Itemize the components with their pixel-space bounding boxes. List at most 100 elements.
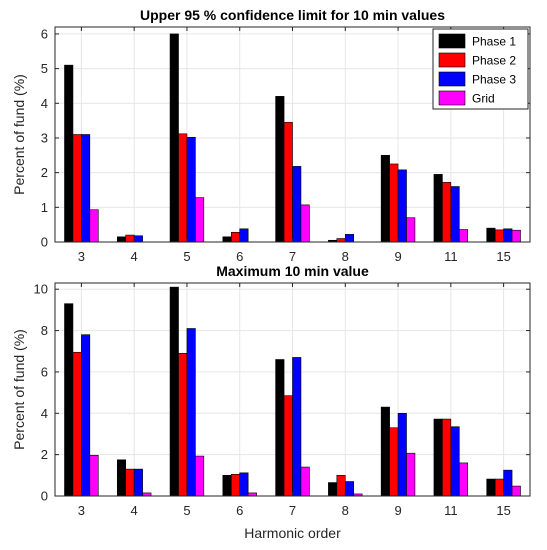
bar [72, 134, 82, 243]
x-tick-label: 9 [394, 503, 401, 518]
bar [133, 468, 143, 497]
y-tick-label: 1 [41, 200, 48, 215]
y-tick-label: 3 [41, 130, 48, 145]
bar [433, 174, 443, 243]
bar [450, 426, 460, 497]
bar [450, 186, 460, 243]
x-tick-label: 5 [183, 249, 190, 264]
bar [116, 459, 127, 497]
bar [275, 359, 285, 497]
bar [275, 96, 285, 243]
bar [89, 209, 99, 243]
x-tick-label: 7 [289, 249, 296, 264]
x-tick-label: 8 [342, 249, 349, 264]
bar [169, 286, 179, 497]
bar [195, 455, 205, 497]
legend-label: Phase 2 [472, 54, 516, 68]
bar [503, 228, 513, 243]
legend-swatch [438, 71, 466, 87]
bar [494, 478, 504, 497]
bar [178, 133, 188, 243]
x-tick-label: 15 [496, 503, 510, 518]
y-tick-label: 6 [41, 26, 48, 41]
bar [336, 475, 346, 497]
bar [458, 229, 469, 243]
bar [169, 33, 179, 243]
bar [511, 485, 521, 497]
y-tick-label: 4 [41, 406, 48, 421]
bar [230, 231, 241, 243]
y-tick-label: 2 [41, 447, 48, 462]
y-tick-label: 4 [41, 96, 48, 111]
x-tick-label: 8 [342, 503, 349, 518]
bar [511, 229, 521, 243]
bar [336, 238, 346, 243]
bar [239, 472, 249, 497]
bar [389, 427, 399, 497]
bar [230, 473, 241, 497]
bar [503, 469, 513, 497]
y-axis-label: Percent of fund (%) [11, 74, 27, 195]
bar [81, 334, 91, 497]
y-tick-label: 10 [34, 282, 48, 297]
bar [344, 234, 355, 243]
x-tick-label: 4 [131, 503, 138, 518]
bar [116, 236, 127, 243]
bar [81, 134, 91, 243]
bar [442, 182, 452, 243]
y-tick-label: 0 [41, 235, 48, 250]
bar [397, 169, 407, 243]
x-tick-label: 5 [183, 503, 190, 518]
bar [406, 452, 416, 497]
bar [64, 64, 74, 243]
x-tick-label: 9 [394, 249, 401, 264]
bar [125, 468, 135, 497]
x-tick-label: 15 [496, 249, 510, 264]
y-axis-label: Percent of fund (%) [11, 329, 27, 450]
x-tick-label: 7 [289, 503, 296, 518]
bar [328, 482, 338, 497]
legend: Phase 1 Phase 2 Phase 3 Grid [432, 28, 529, 110]
x-axis-label: Harmonic order [244, 525, 341, 541]
y-tick-label: 6 [41, 364, 48, 379]
chart-1: 0 1 2 3 4 5 6 3 4 5 6 7 8 9 11 15 Upper 95 % confidence … [11, 7, 531, 264]
bar [380, 406, 390, 497]
legend-swatch [438, 33, 466, 49]
bar [292, 166, 302, 243]
x-tick-label: 6 [236, 503, 243, 518]
bar [283, 122, 293, 243]
bar [494, 229, 504, 243]
bar [486, 227, 496, 243]
bar [89, 454, 99, 497]
y-tick-label: 0 [41, 489, 48, 504]
x-tick-label: 3 [78, 503, 85, 518]
bar [72, 351, 82, 497]
x-tick-label: 11 [444, 503, 458, 518]
bar [64, 303, 74, 497]
legend-label: Phase 3 [472, 73, 516, 87]
legend-label: Grid [472, 92, 495, 106]
bar [442, 418, 452, 497]
bar [125, 234, 135, 243]
bar [222, 236, 232, 243]
bar [406, 217, 416, 243]
bar [186, 328, 196, 497]
bar [133, 235, 143, 243]
legend-label: Phase 1 [472, 35, 516, 49]
chart-title: Maximum 10 min value [216, 263, 369, 279]
bar [397, 412, 407, 497]
bar [433, 418, 443, 497]
bar [292, 357, 302, 497]
y-tick-label: 2 [41, 165, 48, 180]
bar [300, 204, 310, 243]
bar [195, 197, 205, 243]
bar [222, 475, 232, 497]
chart-2: 0 2 4 6 8 10 3 4 5 6 7 8 9 11 15 Maximum 10 min value Pe… [11, 263, 531, 541]
legend-swatch [438, 90, 466, 106]
x-tick-label: 6 [236, 249, 243, 264]
bar [486, 478, 496, 497]
y-tick-label: 5 [41, 61, 48, 76]
chart-title: Upper 95 % confidence limit for 10 min v… [140, 7, 445, 23]
bar [178, 353, 188, 497]
